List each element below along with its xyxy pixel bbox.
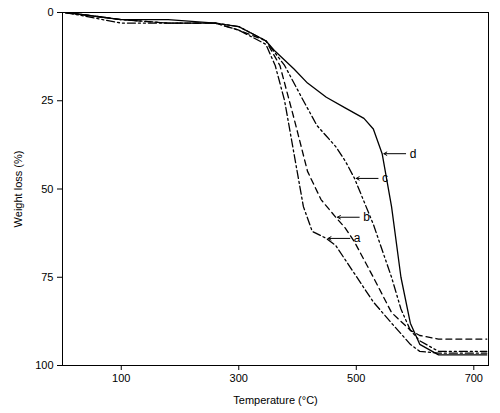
- svg-text:50: 50: [41, 183, 53, 195]
- svg-text:100: 100: [112, 372, 130, 384]
- svg-text:75: 75: [41, 271, 53, 283]
- svg-text:700: 700: [465, 372, 483, 384]
- svg-text:25: 25: [41, 94, 53, 106]
- svg-text:d: d: [410, 147, 417, 161]
- svg-text:b: b: [363, 210, 370, 224]
- svg-text:Weight loss (%): Weight loss (%): [12, 151, 24, 228]
- svg-text:c: c: [382, 171, 388, 185]
- svg-text:Temperature (°C): Temperature (°C): [233, 394, 317, 406]
- svg-text:500: 500: [347, 372, 365, 384]
- svg-text:100: 100: [35, 359, 53, 371]
- svg-text:0: 0: [47, 6, 53, 18]
- svg-text:a: a: [354, 231, 361, 245]
- svg-text:300: 300: [230, 372, 248, 384]
